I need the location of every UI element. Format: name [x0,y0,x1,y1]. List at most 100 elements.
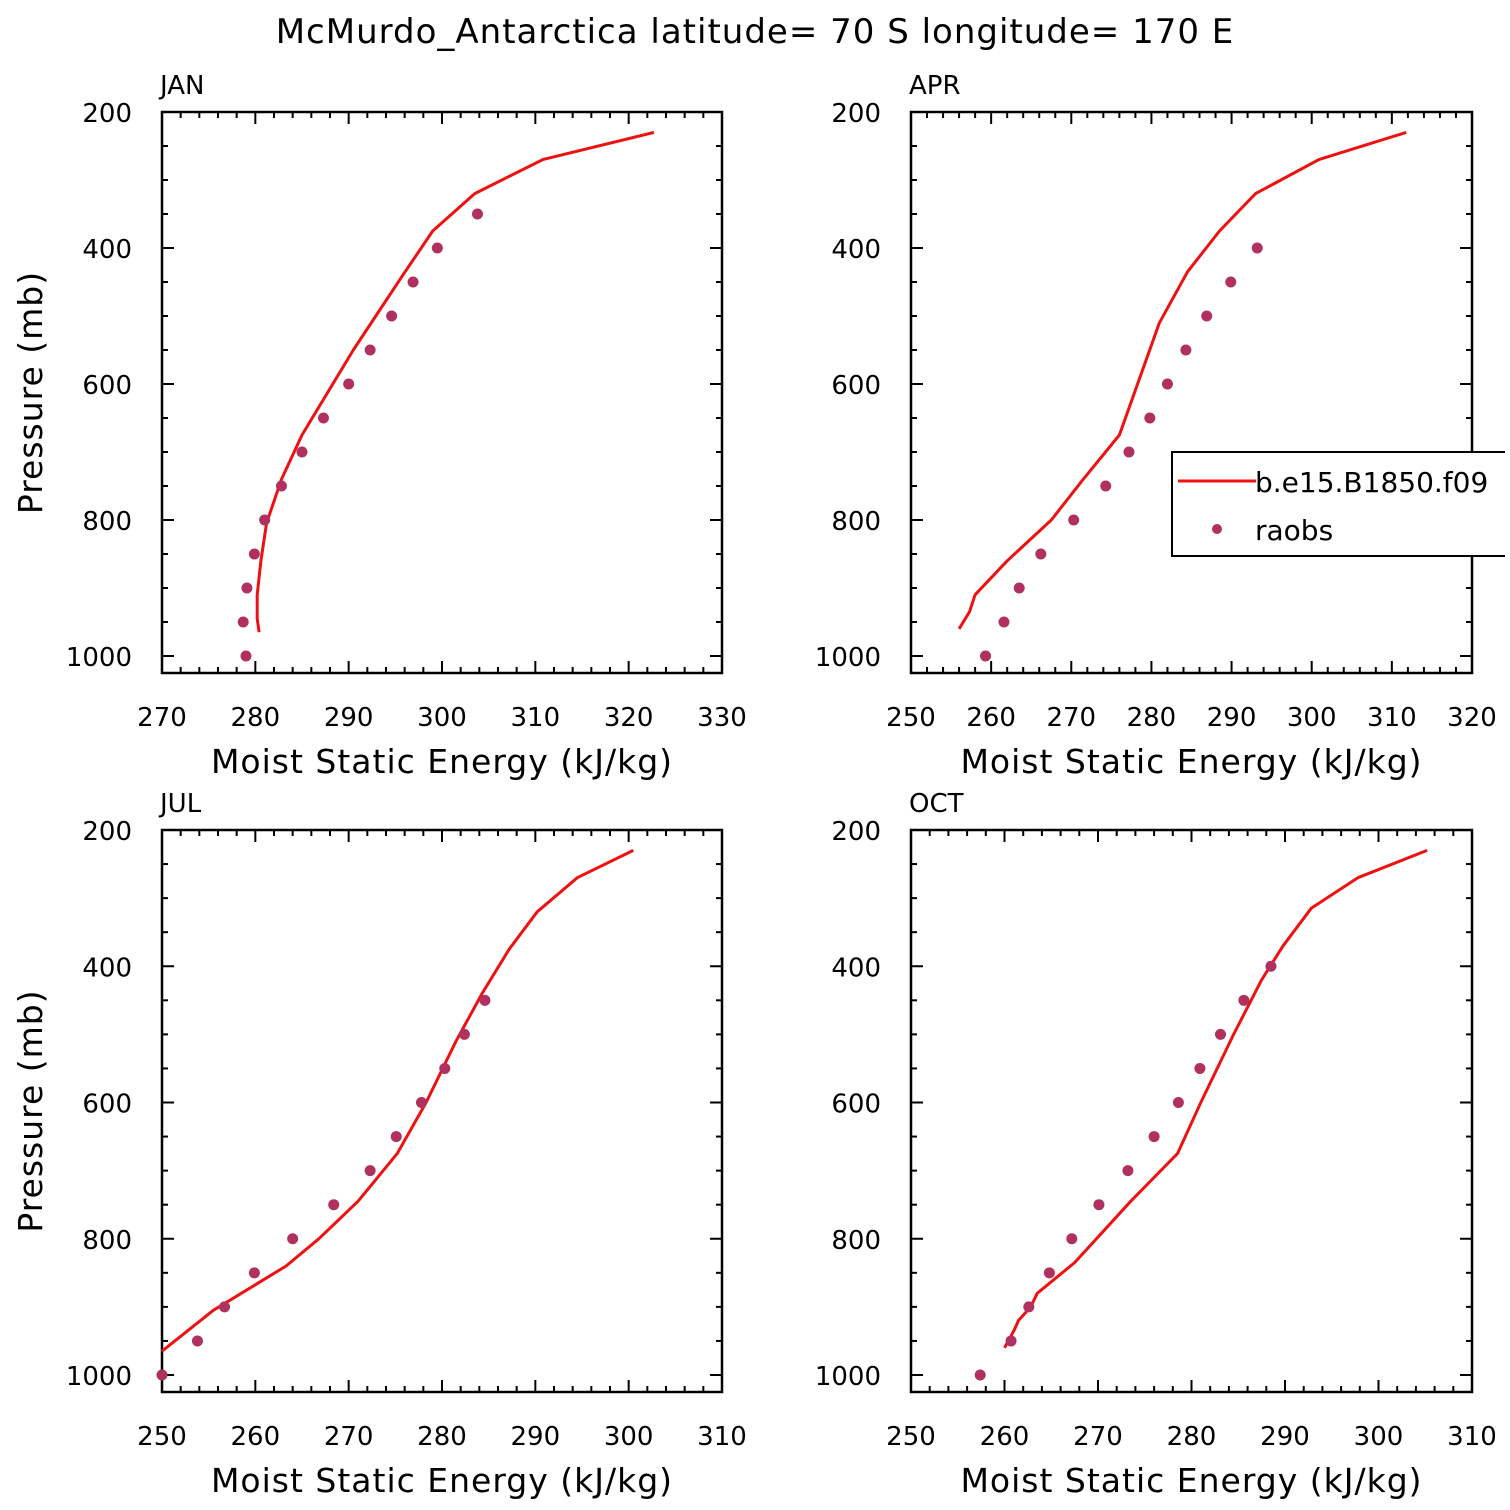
obs-point [248,1267,260,1279]
x-tick-label: 270 [137,703,187,733]
y-tick-label: 600 [82,371,132,401]
x-axis-label: Moist Static Energy (kJ/kg) [960,742,1422,781]
x-tick-label: 310 [1447,1422,1497,1452]
y-tick-label: 800 [82,507,132,537]
obs-point [415,1097,427,1108]
model-series-line [957,130,1407,630]
obs-point [998,616,1010,628]
legend-box [1171,451,1505,557]
obs-point [1225,276,1237,288]
obs-point [1066,1233,1078,1245]
obs-series [156,994,491,1381]
y-tick-label: 400 [831,953,881,983]
plot-frame [909,110,1474,675]
x-tick-label: 250 [886,703,936,733]
legend: b.e15.B1850.f09 raobs [1171,451,1505,557]
obs-point [1194,1062,1206,1074]
x-tick-label: 250 [886,1422,936,1452]
obs-series [974,960,1277,1381]
y-tick-label: 400 [82,235,132,265]
x-tick-label: 290 [1207,703,1257,733]
y-tick-label: 800 [831,1226,881,1256]
obs-point [219,1301,231,1313]
x-tick-label: 320 [1447,703,1497,733]
model-series-line [1003,849,1428,1349]
x-tick-label: 260 [966,703,1016,733]
obs-point [1122,1165,1134,1177]
obs-point [471,208,483,220]
x-tick-label: 280 [231,703,281,733]
obs-point [240,650,252,662]
obs-point [248,548,260,560]
panel-jan: 270 280 290 300 310 320 330 200 400 600 800 1000 JAN… [11,71,747,781]
panel-oct: 250 260 270 280 290 300 310 200 400 600 800 1000 OCT… [815,789,1497,1500]
x-tick-label: 270 [324,1422,374,1452]
legend-model-label: b.e15.B1850.f09 [1255,466,1488,499]
obs-point [980,650,992,662]
y-tick-label: 1000 [66,1362,132,1392]
figure-title: McMurdo_Antarctica latitude= 70 S longit… [275,12,1235,52]
obs-point [1093,1199,1105,1211]
x-tick-label: 260 [231,1422,281,1452]
y-tick-label: 800 [82,1226,132,1256]
y-tick-label: 200 [831,99,881,129]
obs-point [1214,1028,1226,1040]
obs-point [1100,480,1112,492]
x-tick-label: 300 [604,1422,654,1452]
tick-marks [910,829,1473,1392]
x-tick-label: 280 [1127,703,1177,733]
y-tick-label: 400 [82,953,132,983]
obs-point [191,1335,203,1347]
legend-obs-marker [1212,524,1222,534]
y-tick-label: 600 [831,1090,881,1120]
obs-point [439,1062,451,1074]
x-tick-label: 300 [1354,1422,1404,1452]
y-axis-label: Pressure (mb) [11,271,50,514]
x-tick-label: 310 [511,703,561,733]
obs-point [1148,1131,1160,1143]
x-tick-label: 260 [980,1422,1030,1452]
plot-frame [160,828,724,1394]
obs-point [407,276,419,288]
obs-point [1251,242,1263,254]
x-tick-label: 270 [1046,703,1096,733]
panel-title: JAN [158,71,204,101]
obs-point [275,480,287,492]
obs-point [386,310,398,322]
y-tick-label: 800 [831,507,881,537]
obs-point [1013,582,1025,594]
legend-obs-label: raobs [1255,514,1333,547]
x-tick-label: 280 [1167,1422,1217,1452]
tick-marks [910,111,1473,673]
tick-marks [161,829,723,1392]
panel-title: APR [909,71,961,101]
obs-point [1043,1267,1055,1279]
obs-point [1035,548,1047,560]
obs-point [364,1165,376,1177]
x-tick-label: 310 [1367,703,1417,733]
x-tick-label: 290 [511,1422,561,1452]
obs-point [1180,344,1192,356]
obs-point [259,514,271,526]
obs-point [241,582,253,594]
panel-apr: 250 260 270 280 290 300 310 320 200 400 600 800 1000… [815,71,1497,781]
y-tick-label: 200 [82,817,132,847]
obs-point [317,412,329,424]
model-series-line [255,130,655,633]
obs-point [1265,960,1277,972]
y-tick-label: 1000 [815,1362,881,1392]
obs-point [479,994,491,1006]
obs-point [1005,1335,1017,1347]
x-tick-label: 300 [1287,703,1337,733]
obs-point [364,344,376,356]
obs-point [328,1199,340,1211]
obs-point [1123,446,1135,458]
y-tick-label: 200 [831,817,881,847]
obs-point [237,616,249,628]
x-axis-label: Moist Static Energy (kJ/kg) [211,742,673,781]
y-tick-label: 1000 [815,643,881,673]
y-axis-label: Pressure (mb) [11,989,50,1232]
obs-point [343,378,355,390]
obs-point [1238,994,1250,1006]
x-tick-label: 310 [697,1422,747,1452]
